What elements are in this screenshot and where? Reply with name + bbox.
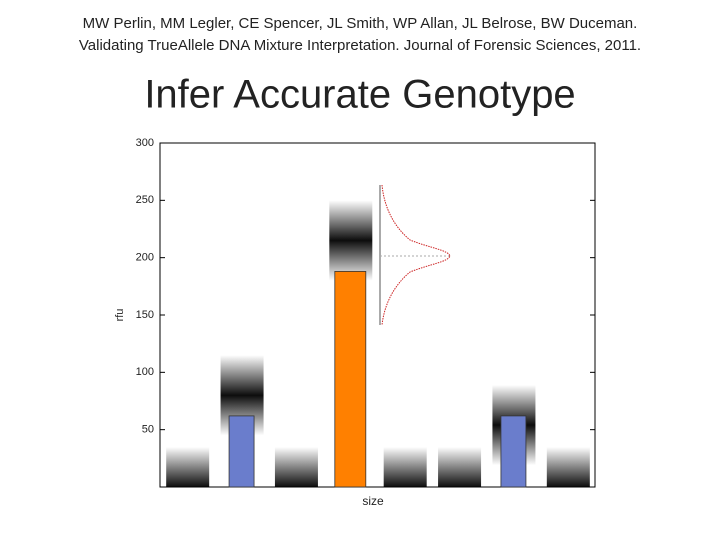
header-line: Validating TrueAllele DNA Mixture Interp…	[79, 37, 641, 54]
bar-layer	[228, 271, 527, 488]
estimate-blob	[329, 200, 373, 281]
estimate-blob	[166, 446, 210, 487]
y-tick-label: 200	[136, 252, 154, 264]
y-tick-label: 150	[136, 309, 154, 321]
y-axis-label: rfu	[114, 309, 126, 322]
inset-curve	[379, 184, 451, 326]
estimate-blob	[438, 446, 482, 487]
y-tick-label: 300	[136, 137, 154, 149]
inset-density	[381, 184, 451, 326]
blob-layer	[166, 200, 590, 487]
bar	[228, 415, 255, 488]
bar	[334, 271, 367, 488]
estimate-blob	[383, 446, 427, 487]
x-axis-label: size	[362, 494, 384, 508]
y-tick-label: 100	[136, 366, 154, 378]
y-tick-label: 50	[142, 424, 154, 436]
chart-title: Infer Accurate Genotype	[144, 73, 575, 117]
estimate-blob	[546, 446, 590, 487]
y-tick-label: 250	[136, 194, 154, 206]
estimate-blob	[274, 446, 318, 487]
header-line: MW Perlin, MM Legler, CE Spencer, JL Smi…	[83, 15, 638, 32]
bar	[500, 415, 527, 488]
